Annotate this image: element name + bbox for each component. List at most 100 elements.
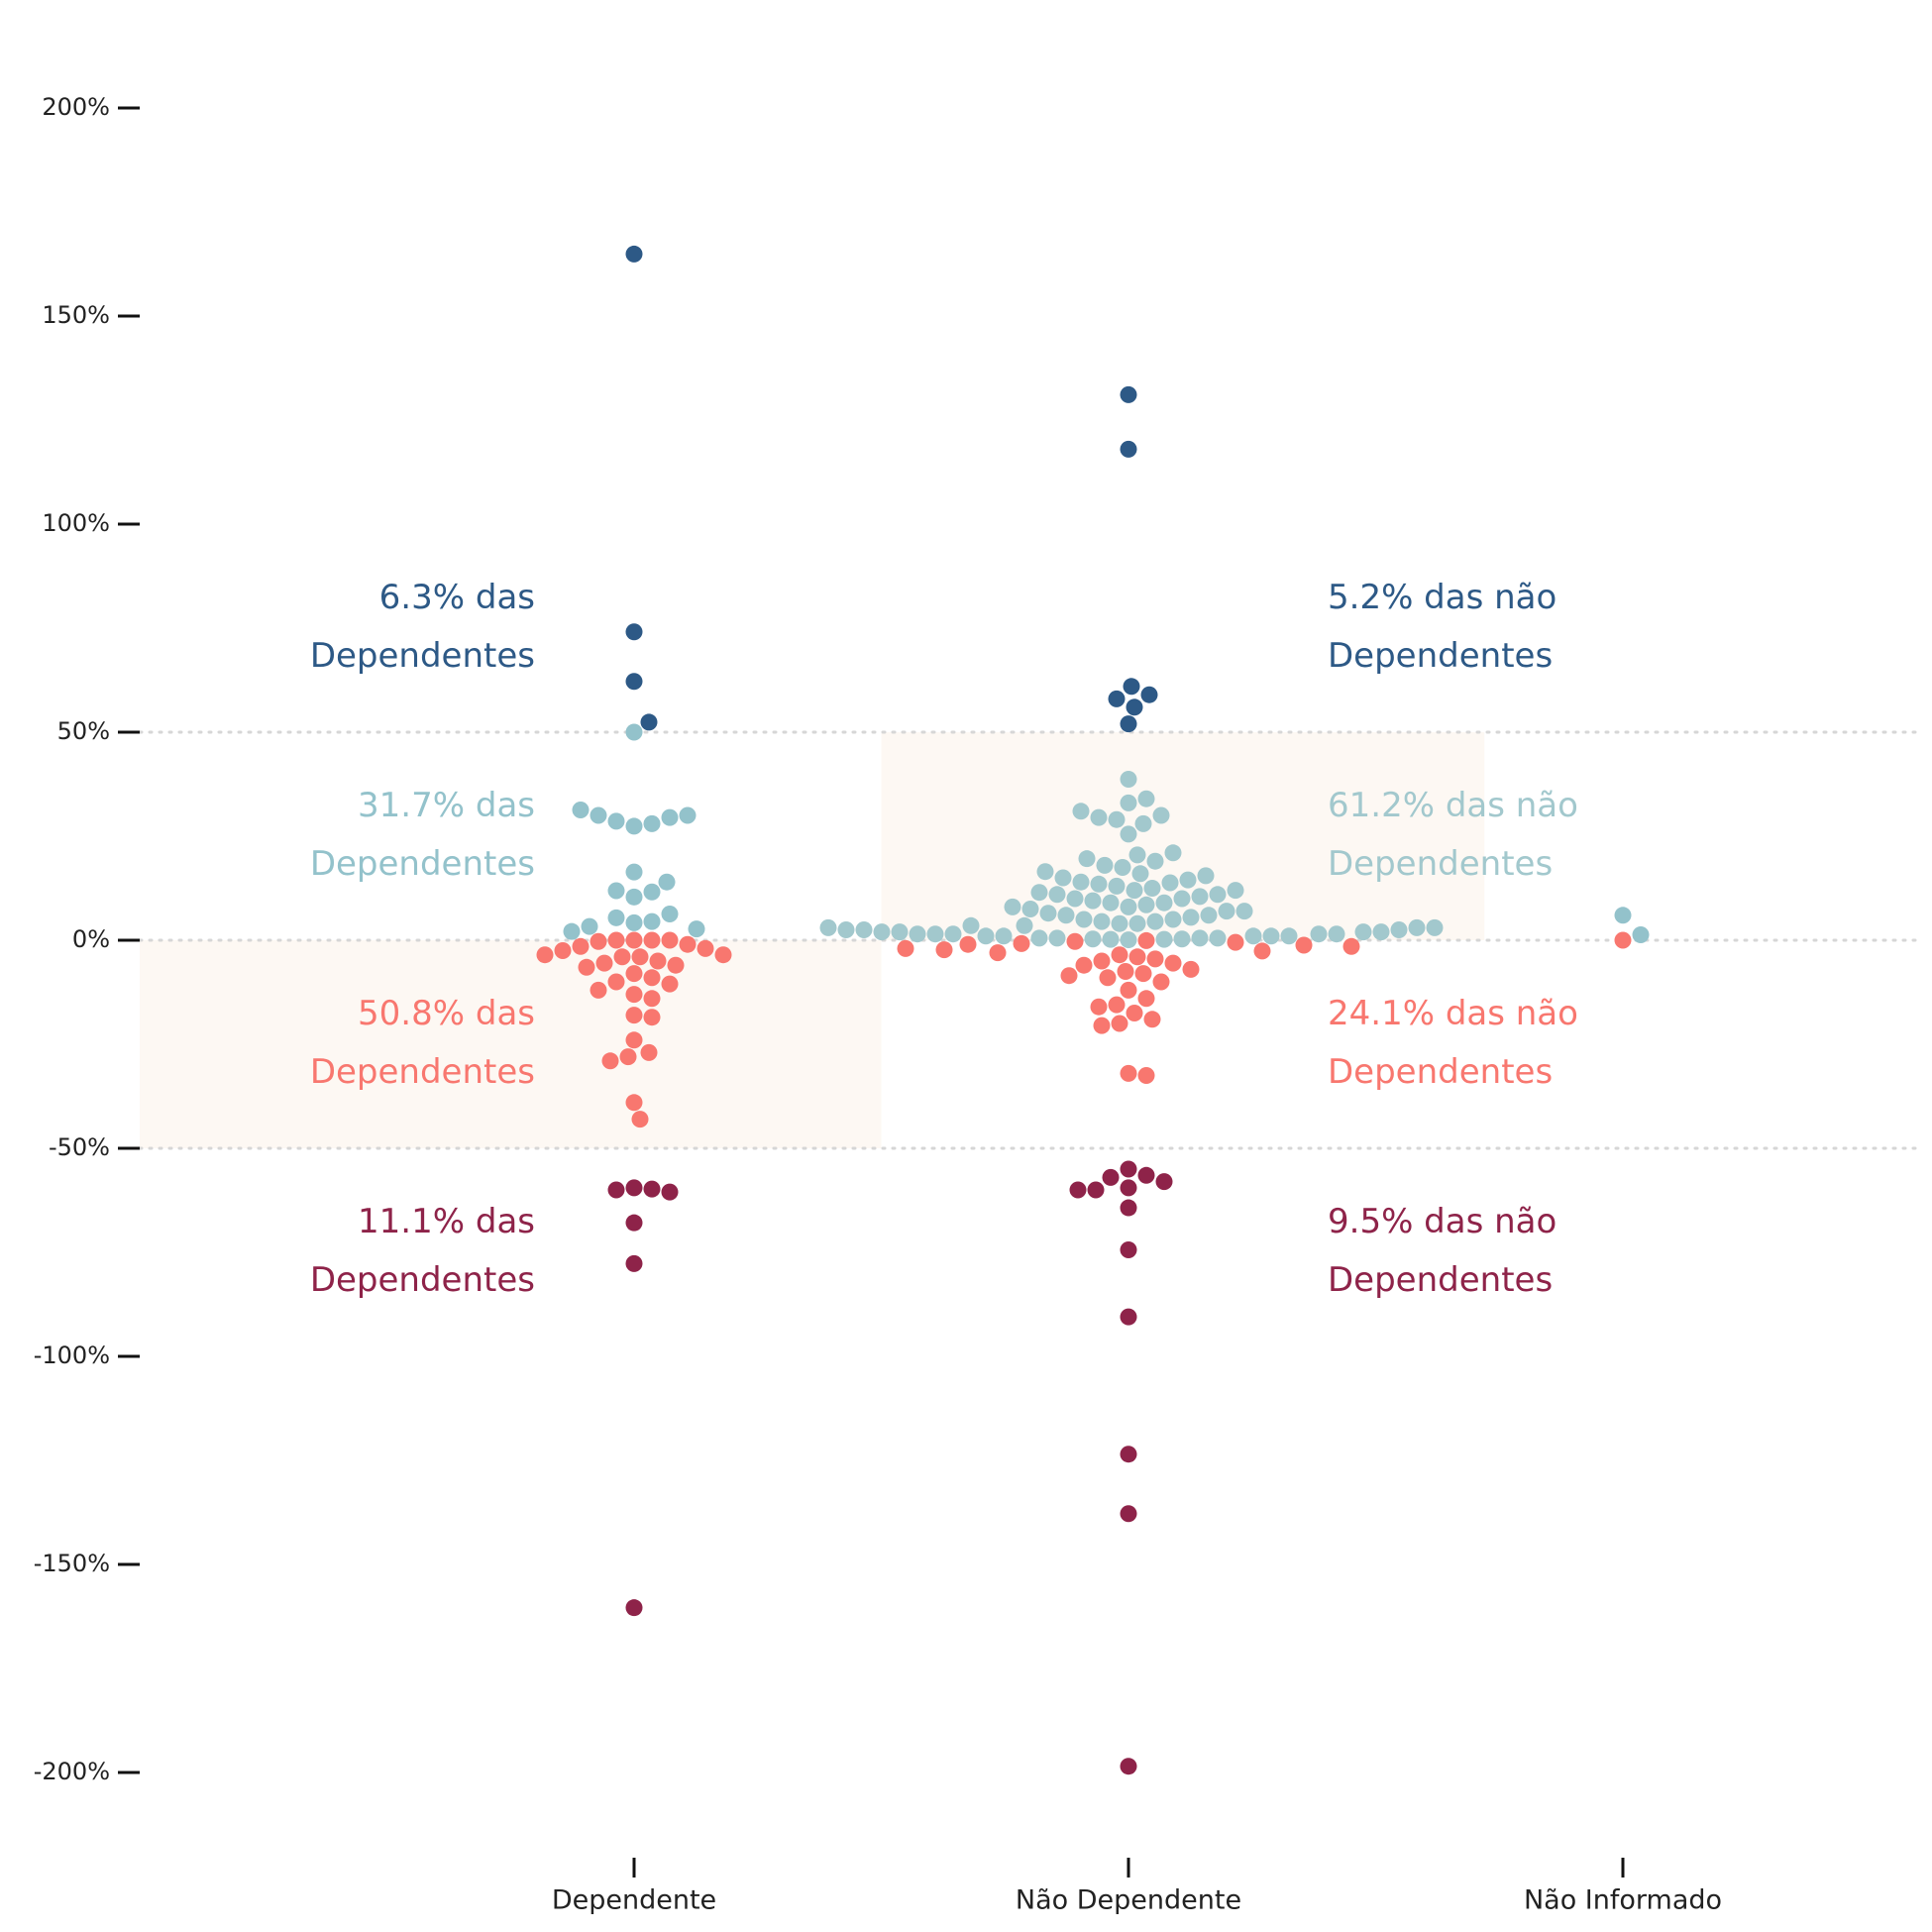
point bbox=[959, 935, 977, 953]
point bbox=[1120, 794, 1137, 811]
annotation: 9.5% das não bbox=[1328, 1202, 1556, 1241]
point bbox=[1123, 678, 1140, 696]
point bbox=[1078, 850, 1096, 868]
point bbox=[1120, 770, 1137, 788]
point bbox=[1128, 846, 1146, 864]
point bbox=[1060, 967, 1078, 985]
point bbox=[554, 942, 572, 959]
point bbox=[1209, 929, 1227, 947]
point bbox=[625, 1214, 643, 1232]
point bbox=[607, 812, 625, 830]
point bbox=[1054, 869, 1072, 887]
annotation: 11.1% das bbox=[358, 1202, 535, 1241]
annotation: 24.1% das não bbox=[1328, 994, 1578, 1033]
point bbox=[837, 921, 855, 938]
point bbox=[995, 927, 1013, 945]
point bbox=[1408, 918, 1426, 936]
point bbox=[962, 916, 980, 934]
point bbox=[1087, 1181, 1105, 1199]
point bbox=[1120, 1179, 1137, 1197]
point bbox=[1075, 911, 1093, 928]
point bbox=[1120, 1758, 1137, 1775]
point bbox=[1120, 1199, 1137, 1217]
x-tick-label: Não Informado bbox=[1524, 1885, 1722, 1916]
point bbox=[667, 956, 685, 974]
point bbox=[1146, 950, 1164, 968]
point bbox=[1120, 715, 1137, 733]
point bbox=[1120, 931, 1137, 949]
annotation: 61.2% das não bbox=[1328, 786, 1578, 825]
point bbox=[1069, 1181, 1087, 1199]
point bbox=[631, 1111, 649, 1128]
point bbox=[1140, 686, 1158, 703]
point bbox=[1120, 898, 1137, 915]
point bbox=[1143, 1011, 1161, 1028]
point bbox=[625, 723, 643, 741]
point bbox=[625, 913, 643, 931]
point bbox=[625, 888, 643, 906]
highlight-band bbox=[881, 732, 1485, 940]
y-tick-label: -200% bbox=[34, 1758, 110, 1785]
point bbox=[661, 906, 679, 923]
point bbox=[1072, 803, 1090, 820]
point bbox=[688, 920, 705, 938]
point bbox=[1218, 903, 1235, 920]
point bbox=[1114, 859, 1131, 876]
point bbox=[1182, 960, 1200, 978]
point bbox=[1108, 877, 1126, 895]
point bbox=[1253, 942, 1271, 960]
point bbox=[1152, 806, 1170, 824]
point bbox=[1632, 926, 1650, 944]
point bbox=[1137, 896, 1155, 913]
annotation: 5.2% das não bbox=[1328, 578, 1556, 617]
point bbox=[613, 948, 631, 966]
point bbox=[590, 932, 607, 950]
point bbox=[1191, 888, 1209, 906]
point bbox=[1390, 921, 1408, 938]
x-tick-label: Não Dependente bbox=[1016, 1885, 1241, 1916]
point bbox=[1342, 937, 1360, 955]
point bbox=[1372, 923, 1390, 941]
point bbox=[1096, 856, 1114, 874]
point bbox=[625, 965, 643, 983]
point bbox=[625, 245, 643, 263]
point bbox=[643, 969, 661, 987]
y-tick-label: 200% bbox=[42, 93, 110, 121]
point bbox=[643, 931, 661, 949]
point bbox=[1084, 930, 1102, 948]
point bbox=[631, 948, 649, 966]
point bbox=[643, 912, 661, 930]
point bbox=[1200, 907, 1218, 924]
annotation: Dependentes bbox=[310, 1260, 535, 1300]
point bbox=[658, 873, 676, 891]
annotation: Dependentes bbox=[310, 1052, 535, 1092]
point bbox=[1120, 1505, 1137, 1523]
point bbox=[1021, 901, 1039, 917]
highlight-band bbox=[140, 940, 882, 1148]
point bbox=[1075, 956, 1093, 974]
point bbox=[572, 802, 590, 819]
point bbox=[1179, 871, 1197, 889]
point bbox=[977, 927, 995, 945]
point bbox=[1126, 882, 1143, 900]
point bbox=[643, 990, 661, 1008]
point bbox=[1227, 933, 1244, 951]
annotation: Dependentes bbox=[1328, 636, 1553, 676]
point bbox=[649, 952, 667, 970]
point bbox=[1126, 1005, 1143, 1021]
point bbox=[581, 917, 598, 935]
point bbox=[1155, 930, 1173, 948]
point bbox=[1614, 907, 1632, 924]
point bbox=[590, 981, 607, 999]
point bbox=[640, 1043, 658, 1061]
point bbox=[1004, 898, 1021, 915]
point bbox=[563, 922, 581, 940]
point bbox=[643, 814, 661, 832]
point bbox=[661, 1183, 679, 1201]
point bbox=[1120, 825, 1137, 843]
point bbox=[572, 937, 590, 955]
y-tick-label: 100% bbox=[42, 509, 110, 537]
point bbox=[1108, 996, 1126, 1014]
point bbox=[625, 1007, 643, 1024]
point bbox=[926, 925, 944, 943]
